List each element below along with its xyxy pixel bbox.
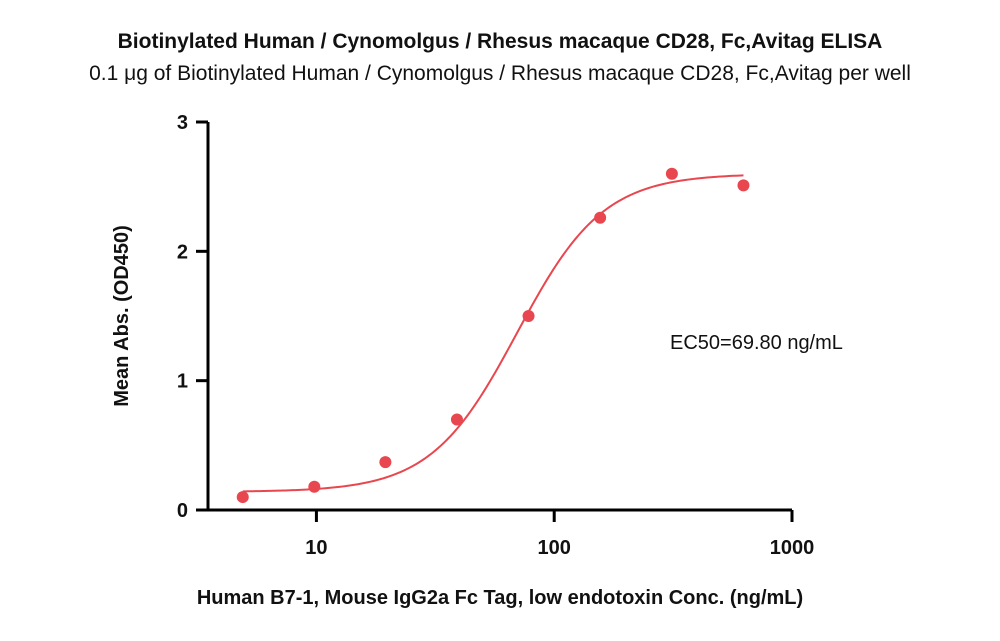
data-point (308, 480, 321, 493)
data-point (594, 211, 607, 224)
data-point (379, 456, 392, 469)
axes (196, 120, 794, 522)
y-tick-label: 1 (177, 371, 188, 393)
data-point (236, 491, 249, 504)
data-point (522, 310, 535, 322)
x-tick-label: 100 (538, 537, 571, 559)
y-tick-label: 3 (177, 112, 188, 134)
fit-curve-layer (242, 174, 744, 493)
x-axis-title: Human B7-1, Mouse IgG2a Fc Tag, low endo… (197, 587, 803, 609)
x-tick-label: 1000 (770, 537, 815, 559)
chart-subtitle: 0.1 μg of Biotinylated Human / Cynomolgu… (89, 62, 911, 85)
y-axis-title: Mean Abs. (OD450) (111, 225, 133, 407)
data-points-layer (236, 167, 750, 504)
ec50-annotation: EC50=69.80 ng/mL (670, 332, 843, 354)
chart-title: Biotinylated Human / Cynomolgus / Rhesus… (117, 30, 883, 53)
data-point (665, 167, 678, 180)
y-tick-label: 2 (177, 241, 188, 263)
y-tick-label: 0 (177, 500, 188, 522)
labels-layer: 0 1 2 3 10 100 1000 Human B7-1, Mouse IgG2a Fc … (111, 112, 843, 609)
x-tick-label: 10 (305, 537, 327, 559)
data-point (737, 179, 750, 192)
fit-curve (242, 174, 744, 493)
data-point (450, 413, 463, 426)
